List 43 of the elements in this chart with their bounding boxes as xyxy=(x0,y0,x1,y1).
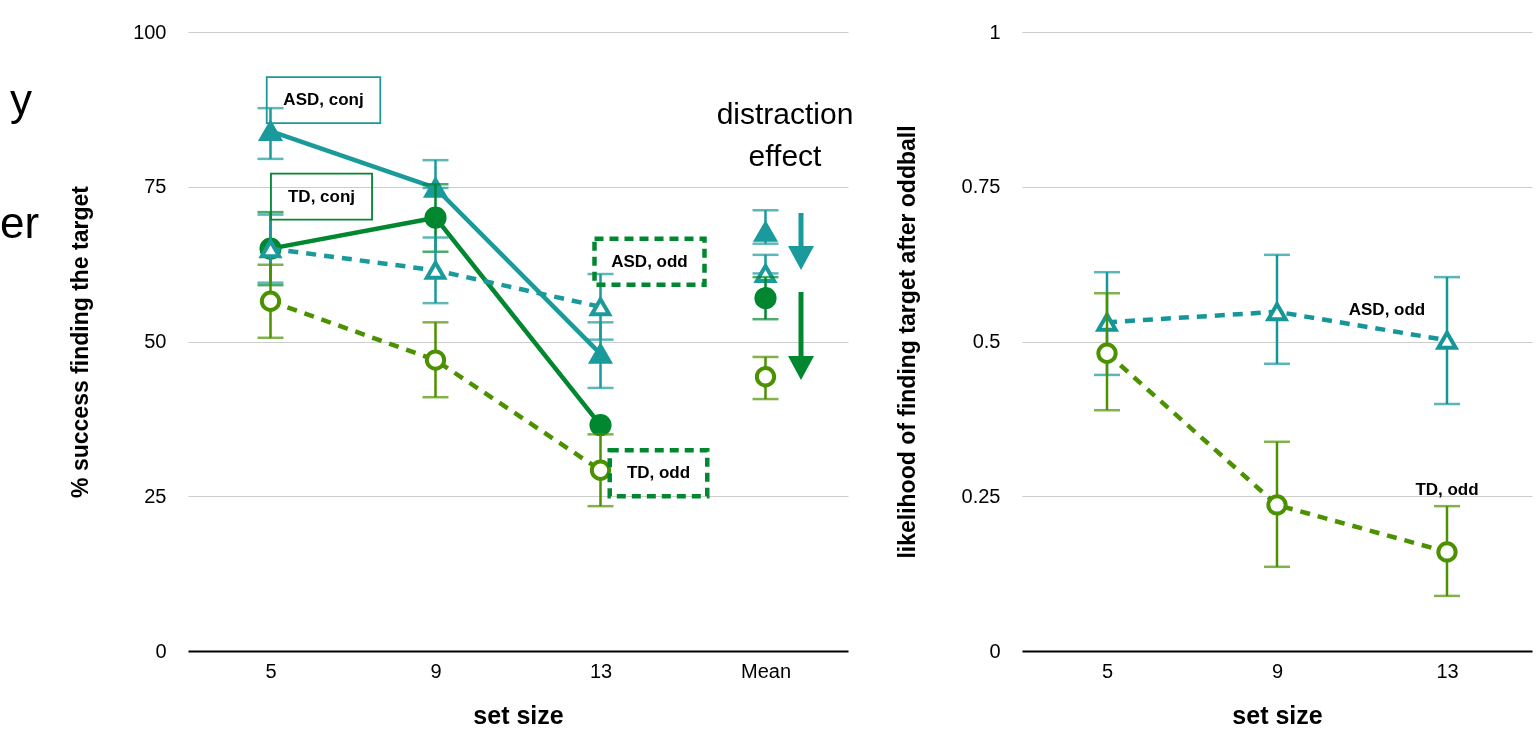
text: er xyxy=(0,198,40,247)
series-label: TD, conj xyxy=(287,186,356,206)
annotation: distraction effect xyxy=(716,97,854,172)
y-tick-label: 0.75 xyxy=(961,175,1001,198)
y-axis-title: % success finding the target xyxy=(67,185,94,498)
series-label: ASD, odd xyxy=(1348,300,1426,320)
point xyxy=(424,349,447,371)
y-tick-label: 25 xyxy=(144,484,167,507)
x-tick-label: 9 xyxy=(1271,659,1284,682)
point xyxy=(1096,342,1118,364)
series-label: ASD, odd xyxy=(611,251,688,271)
y-tick-label: 75 xyxy=(144,175,167,198)
point xyxy=(1436,330,1458,350)
y-tick-label: 0.25 xyxy=(961,484,1001,507)
x-tick-label: 13 xyxy=(589,659,613,682)
y-axis-title: likelihood of finding target after oddball xyxy=(893,125,920,559)
y-tick-label: 50 xyxy=(144,330,167,352)
text: y xyxy=(10,75,32,124)
point xyxy=(1266,494,1288,516)
series-label: TD, odd xyxy=(626,463,691,483)
y-tick-label: 0 xyxy=(155,639,167,662)
x-tick-label: 13 xyxy=(1436,659,1459,682)
series-label: ASD, conj xyxy=(283,90,364,110)
text: TD, odd xyxy=(1415,479,1479,499)
point xyxy=(259,290,282,312)
x-tick-label: Mean xyxy=(740,659,792,682)
x-tick-label: 5 xyxy=(265,659,277,682)
point xyxy=(589,459,612,481)
point xyxy=(589,344,612,364)
point xyxy=(1436,541,1458,563)
y-tick-label: 1 xyxy=(989,20,1001,43)
point xyxy=(424,260,447,280)
x-axis-title: set size xyxy=(473,700,564,729)
x-tick-label: 9 xyxy=(430,659,442,682)
x-tick-label: 5 xyxy=(1101,659,1114,682)
point xyxy=(259,121,282,141)
y-tick-label: 0 xyxy=(989,639,1001,662)
point xyxy=(424,206,447,229)
y-tick-label: 0.5 xyxy=(972,330,1001,352)
x-axis-title: set size xyxy=(1232,700,1323,729)
point xyxy=(1266,302,1288,322)
y-tick-label: 100 xyxy=(133,20,167,43)
point xyxy=(589,297,612,317)
